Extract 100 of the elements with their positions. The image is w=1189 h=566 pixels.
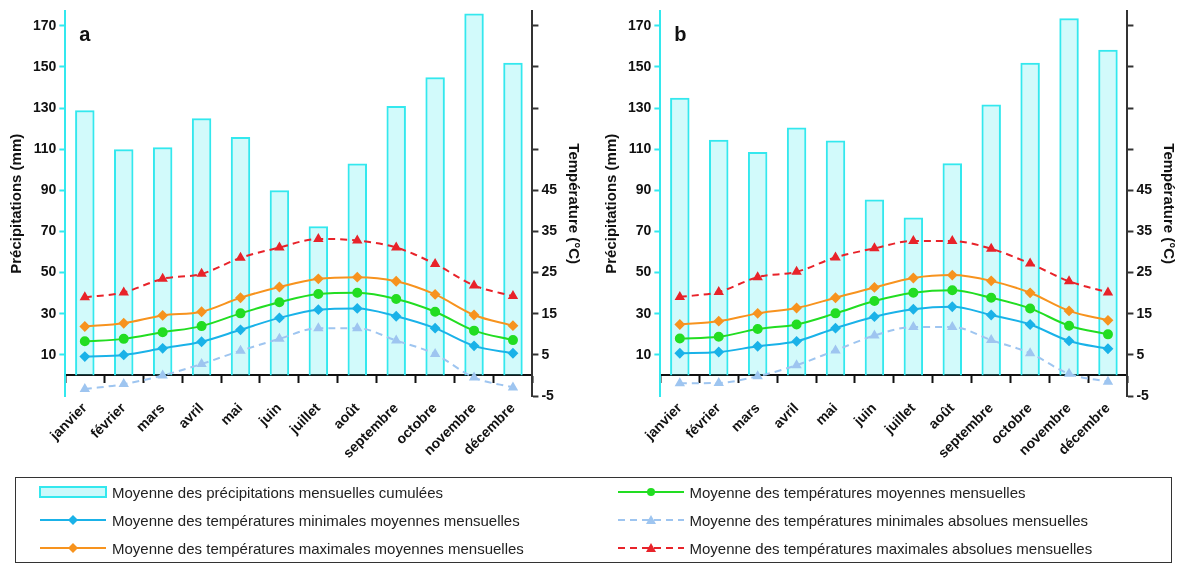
point: [274, 312, 285, 323]
point: [469, 372, 479, 381]
point: [430, 349, 440, 358]
y2-tick-label: 5: [1136, 345, 1145, 362]
y-tick-label: 110: [628, 140, 652, 157]
point: [313, 323, 323, 332]
y2-tick-label: 15: [541, 304, 558, 321]
x-tick-label: mai: [216, 399, 246, 428]
point: [753, 371, 763, 380]
y-tick-label: 70: [40, 222, 57, 239]
point: [119, 379, 129, 388]
point: [986, 335, 996, 344]
point: [831, 345, 840, 354]
y-tick-label: 30: [40, 304, 57, 321]
point: [196, 321, 207, 332]
point: [713, 316, 724, 327]
y2-tick-label: -5: [541, 386, 555, 403]
y-axis-title: Précipitations (mm): [7, 133, 25, 274]
point: [869, 311, 880, 322]
legend-label: Moyenne des températures minimales moyennes mensuelles: [112, 511, 520, 529]
point: [1103, 287, 1113, 296]
point: [908, 304, 919, 315]
y-tick-label: 130: [628, 98, 652, 115]
point: [79, 351, 90, 362]
y2-axis-title: Température (°C): [565, 143, 583, 265]
y-tick-label: 150: [628, 57, 652, 74]
point: [80, 292, 90, 301]
point: [507, 348, 518, 359]
point: [830, 323, 841, 334]
y-tick-label: 170: [33, 16, 57, 33]
point: [196, 336, 207, 347]
point: [313, 233, 323, 242]
point: [752, 324, 763, 334]
point: [313, 304, 324, 315]
point: [430, 259, 440, 267]
point: [158, 273, 168, 282]
y-tick-label: 70: [635, 222, 652, 239]
point: [674, 333, 685, 344]
point: [752, 341, 763, 352]
point: [430, 289, 441, 300]
point: [235, 292, 246, 303]
x-tick-label: mai: [811, 399, 841, 428]
point: [714, 377, 724, 386]
point: [830, 292, 841, 303]
y2-tick-label: 45: [1136, 181, 1153, 198]
point: [352, 303, 363, 314]
point: [869, 243, 879, 252]
y2-tick-label: 25: [541, 263, 558, 280]
point: [1025, 303, 1036, 314]
point: [869, 296, 880, 307]
point: [675, 378, 685, 387]
point: [430, 323, 441, 334]
point: [469, 340, 480, 351]
y-tick-label: 50: [40, 263, 57, 280]
point: [274, 282, 285, 293]
y2-tick-label: 45: [541, 181, 558, 198]
point: [1025, 319, 1036, 330]
point: [508, 291, 518, 300]
point: [1102, 329, 1113, 340]
y2-tick-label: 15: [1136, 304, 1153, 321]
y-tick-label: 90: [635, 181, 652, 198]
point: [947, 301, 958, 312]
point: [714, 286, 724, 295]
point: [313, 273, 324, 284]
point: [791, 303, 802, 314]
point: [158, 370, 168, 379]
point: [831, 252, 840, 261]
point: [1102, 343, 1113, 354]
point: [908, 287, 919, 298]
point: [1064, 335, 1075, 346]
point: [986, 275, 997, 286]
point: [986, 292, 997, 303]
point: [79, 336, 90, 347]
point: [869, 330, 879, 339]
point: [80, 384, 90, 393]
point: [391, 293, 402, 304]
point: [1102, 315, 1113, 326]
point: [713, 347, 724, 358]
point: [791, 319, 802, 330]
point: [986, 310, 997, 321]
point: [352, 272, 363, 283]
point: [197, 268, 207, 277]
y-tick-label: 170: [628, 16, 652, 33]
point: [197, 358, 207, 367]
point: [157, 343, 168, 354]
point: [908, 321, 918, 330]
point: [274, 333, 284, 342]
point: [119, 287, 129, 296]
point: [274, 242, 284, 251]
point: [1025, 258, 1035, 267]
y-tick-label: 30: [635, 304, 652, 321]
y2-tick-label: 35: [1136, 222, 1153, 239]
point: [869, 282, 880, 293]
legend-label: Moyenne des températures moyennes mensuelles: [689, 483, 1026, 501]
y2-tick-label: -5: [1136, 386, 1150, 403]
y2-tick-label: 35: [541, 222, 558, 239]
y2-tick-label: 5: [541, 345, 550, 362]
point: [674, 319, 685, 330]
point: [157, 327, 168, 338]
point: [1103, 376, 1113, 385]
